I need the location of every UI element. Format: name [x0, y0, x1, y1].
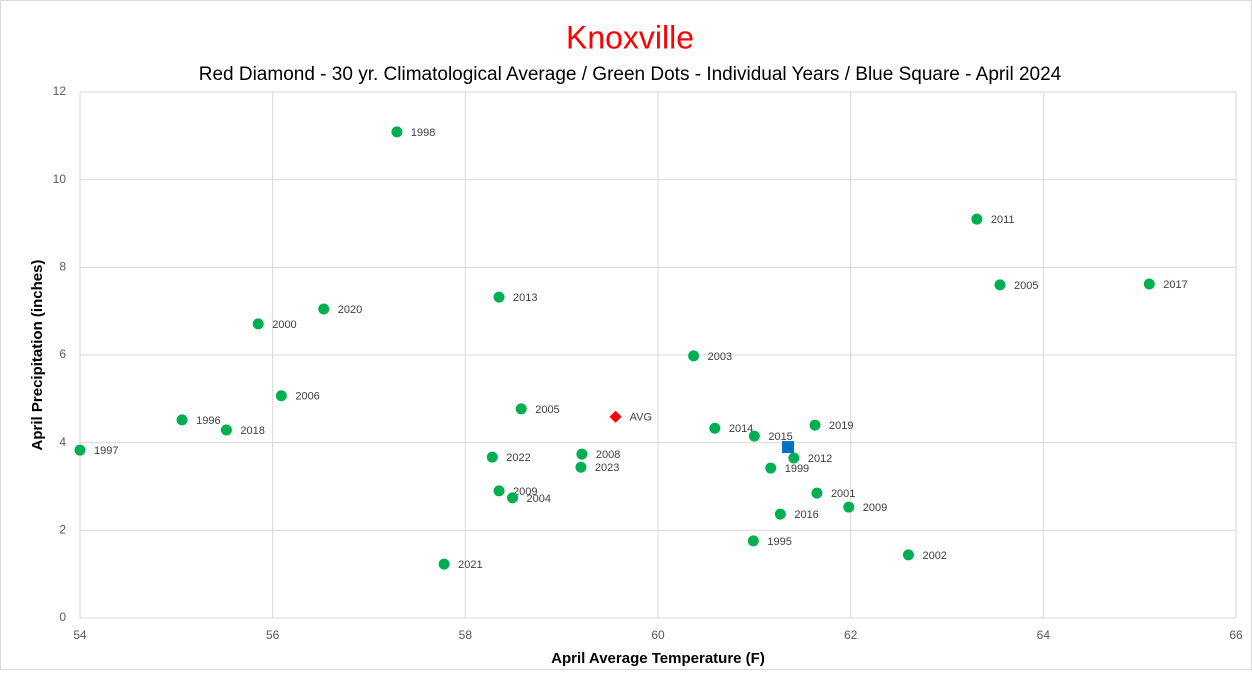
- point-label: 2022: [506, 452, 530, 464]
- point-label: 2002: [922, 550, 946, 562]
- point: [493, 485, 505, 497]
- point: [493, 291, 505, 303]
- point: [391, 126, 403, 138]
- y-tick-label: 10: [53, 172, 67, 186]
- point: [575, 461, 587, 473]
- point-label: 1998: [411, 127, 435, 139]
- y-tick-label: 2: [59, 523, 66, 537]
- point: [176, 414, 188, 426]
- point-label: 2020: [338, 304, 362, 316]
- point-label: 1996: [196, 415, 220, 427]
- point: [747, 535, 759, 547]
- diamond-marker: [609, 410, 622, 423]
- point-label: 2019: [829, 420, 853, 432]
- chart-subtitle: Red Diamond - 30 yr. Climatological Aver…: [199, 64, 1062, 85]
- point-label: 2011: [991, 214, 1015, 226]
- point: [220, 424, 232, 436]
- point: [515, 403, 527, 415]
- y-tick-label: 12: [53, 84, 67, 98]
- point-label: 2013: [513, 292, 537, 304]
- point: [507, 492, 519, 504]
- x-tick-label: 56: [266, 628, 280, 642]
- square-marker: [782, 441, 795, 454]
- point-label: 2018: [240, 425, 264, 437]
- point-label: 2006: [295, 391, 319, 403]
- point-label: 2005: [535, 404, 559, 416]
- point: [709, 422, 721, 434]
- point-label: 2014: [729, 423, 753, 435]
- x-tick-label: 62: [844, 628, 858, 642]
- point: [748, 430, 760, 442]
- y-tick-label: 6: [59, 347, 66, 361]
- point-label: 1999: [785, 463, 809, 475]
- point: [275, 390, 287, 402]
- x-tick-label: 66: [1229, 628, 1243, 642]
- x-tick-label: 54: [73, 628, 87, 642]
- chart-title: Knoxville: [566, 19, 694, 55]
- point: [902, 549, 914, 561]
- point: [994, 279, 1006, 291]
- point: [576, 448, 588, 460]
- point-label: 2009: [863, 502, 887, 514]
- y-tick-label: 4: [59, 435, 66, 449]
- point: [765, 462, 777, 474]
- point-label: 2001: [831, 488, 855, 500]
- point-label: 2021: [458, 559, 482, 571]
- point-label: 2008: [596, 449, 620, 461]
- point-label: 2000: [272, 319, 296, 331]
- point-label: 2004: [527, 493, 551, 505]
- point: [809, 419, 821, 431]
- point: [486, 451, 498, 463]
- point: [252, 318, 264, 330]
- x-tick-label: 58: [459, 628, 473, 642]
- point-label: 2015: [768, 431, 792, 443]
- point: [318, 303, 330, 315]
- point: [843, 501, 855, 513]
- point-label: 2016: [794, 509, 818, 521]
- x-axis-label: April Average Temperature (F): [551, 650, 765, 667]
- point: [971, 213, 983, 225]
- point: [788, 452, 800, 464]
- x-tick-label: 64: [1037, 628, 1051, 642]
- point: [74, 444, 86, 456]
- point-label: 1997: [94, 445, 118, 457]
- point: [774, 508, 786, 520]
- point-label: 1995: [767, 536, 791, 548]
- point-label: 2009: [513, 486, 537, 498]
- point: [688, 350, 700, 362]
- point-label: 2003: [708, 351, 732, 363]
- point: [811, 487, 823, 499]
- x-tick-label: 60: [651, 628, 665, 642]
- point: [438, 558, 450, 570]
- point: [1143, 278, 1155, 290]
- point-label: 2012: [808, 453, 832, 465]
- point-label: 2005: [1014, 280, 1038, 292]
- point-label: AVG: [630, 412, 652, 424]
- y-tick-label: 8: [59, 260, 66, 274]
- y-tick-label: 0: [59, 610, 66, 624]
- y-axis-label: April Precipitation (inches): [29, 260, 46, 451]
- point-label: 2023: [595, 462, 619, 474]
- point-label: 2017: [1163, 279, 1187, 291]
